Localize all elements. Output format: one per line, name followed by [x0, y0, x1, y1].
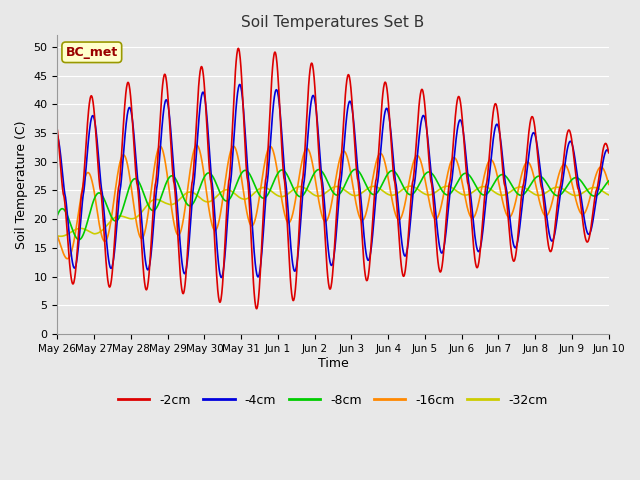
-4cm	[54, 133, 61, 139]
-8cm	[351, 167, 359, 172]
-32cm	[57, 233, 65, 239]
-16cm	[368, 181, 376, 187]
-16cm	[288, 214, 296, 219]
-4cm	[118, 163, 126, 169]
-32cm	[300, 184, 307, 190]
-4cm	[300, 183, 307, 189]
Line: -16cm: -16cm	[58, 145, 609, 259]
-2cm	[300, 169, 307, 175]
-16cm	[193, 143, 200, 148]
-2cm	[605, 150, 612, 156]
-32cm	[97, 229, 104, 235]
-16cm	[300, 152, 307, 158]
-16cm	[310, 166, 317, 171]
Line: -32cm: -32cm	[58, 186, 609, 236]
-8cm	[54, 213, 61, 218]
-8cm	[309, 173, 317, 179]
-2cm	[96, 185, 104, 191]
-4cm	[236, 82, 244, 87]
-2cm	[234, 46, 242, 51]
-32cm	[119, 214, 127, 219]
Text: BC_met: BC_met	[66, 46, 118, 59]
-2cm	[288, 294, 296, 300]
-4cm	[288, 256, 296, 262]
-8cm	[76, 237, 83, 242]
-32cm	[367, 184, 375, 190]
-8cm	[119, 205, 127, 211]
-8cm	[97, 191, 104, 196]
Legend: -2cm, -4cm, -8cm, -16cm, -32cm: -2cm, -4cm, -8cm, -16cm, -32cm	[113, 389, 553, 411]
-16cm	[54, 233, 61, 239]
-4cm	[368, 240, 376, 246]
Line: -4cm: -4cm	[58, 84, 609, 277]
X-axis label: Time: Time	[317, 357, 348, 370]
-32cm	[288, 188, 296, 194]
-16cm	[97, 228, 104, 233]
Line: -2cm: -2cm	[58, 48, 609, 309]
-2cm	[310, 68, 317, 73]
Title: Soil Temperatures Set B: Soil Temperatures Set B	[241, 15, 425, 30]
-32cm	[309, 192, 317, 197]
-32cm	[406, 183, 414, 189]
-2cm	[54, 127, 61, 133]
-8cm	[288, 182, 296, 188]
Line: -8cm: -8cm	[58, 169, 609, 240]
-4cm	[310, 93, 317, 98]
-8cm	[300, 192, 307, 198]
-2cm	[368, 230, 376, 236]
-4cm	[218, 275, 225, 280]
-16cm	[63, 256, 71, 262]
-16cm	[605, 181, 612, 187]
-2cm	[118, 137, 126, 143]
-8cm	[368, 191, 376, 197]
-4cm	[605, 149, 612, 155]
-4cm	[96, 172, 104, 178]
-16cm	[119, 152, 127, 158]
-8cm	[605, 178, 612, 184]
-32cm	[54, 233, 61, 239]
Y-axis label: Soil Temperature (C): Soil Temperature (C)	[15, 120, 28, 249]
-2cm	[253, 306, 260, 312]
-32cm	[605, 192, 612, 198]
